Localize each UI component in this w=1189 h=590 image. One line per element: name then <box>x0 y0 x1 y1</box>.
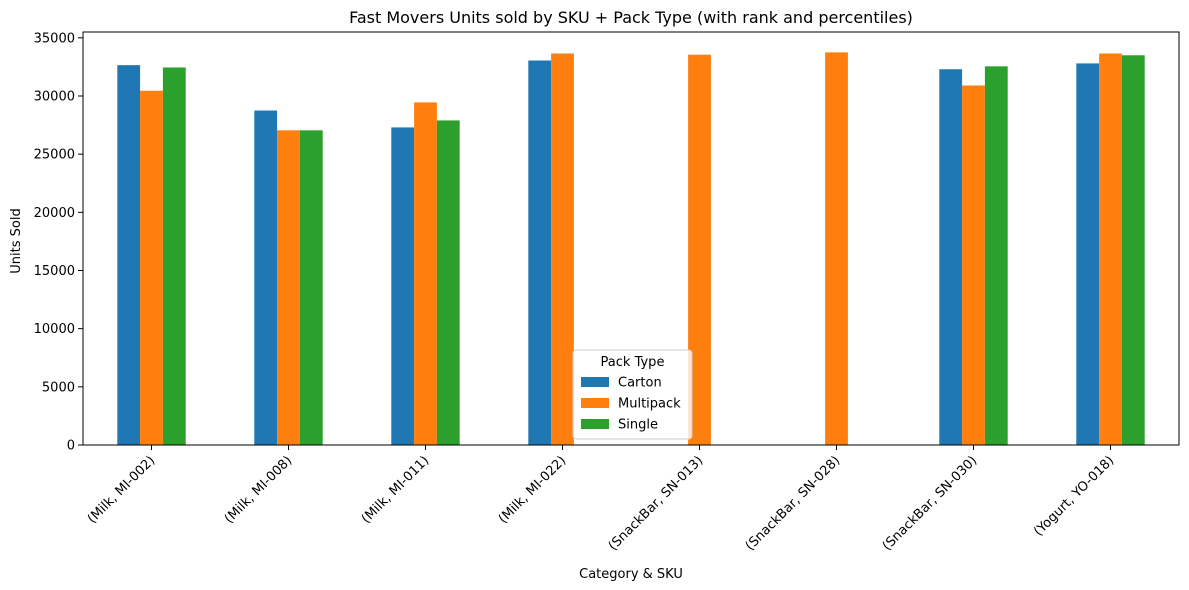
bar-multipack-4 <box>688 54 711 445</box>
bar-carton-2 <box>391 127 415 446</box>
legend-title: Pack Type <box>601 355 665 370</box>
x-tick-label: (SnackBar, SN-013) <box>606 453 707 554</box>
x-tick-label: (Milk, MI-008) <box>222 453 295 526</box>
bar-carton-0 <box>117 65 141 445</box>
y-tick-label: 20000 <box>34 206 75 221</box>
x-tick-label: (SnackBar, SN-030) <box>880 453 981 554</box>
bar-carton-1 <box>254 110 278 445</box>
y-tick-label: 5000 <box>42 380 75 395</box>
bar-carton-6 <box>939 69 963 445</box>
bar-multipack-6 <box>962 85 985 446</box>
y-axis-ticks: 0 5000 10000 15000 20000 25000 30000 35000 <box>34 31 83 454</box>
x-tick-label: (Yogurt, YO-018) <box>1031 453 1117 539</box>
x-tick-label: (Milk, MI-011) <box>359 453 432 526</box>
bar-single-7 <box>1121 55 1145 446</box>
bar-multipack-1 <box>277 130 300 445</box>
y-tick-label: 35000 <box>34 31 75 46</box>
bar-single-1 <box>299 130 323 445</box>
x-axis-ticks: (Milk, MI-002) (Milk, MI-008) (Milk, MI-01… <box>85 445 1117 554</box>
legend-label-carton: Carton <box>618 376 662 391</box>
plot-area-frame <box>82 31 1180 446</box>
y-tick-label: 30000 <box>34 89 75 104</box>
bar-carton-3 <box>528 60 552 445</box>
legend-swatch-multipack <box>581 398 609 408</box>
y-tick-label: 15000 <box>34 264 75 279</box>
bar-multipack-0 <box>140 90 163 445</box>
bars-group <box>117 52 1145 446</box>
bar-single-2 <box>436 120 460 446</box>
x-axis-label: Category & SKU <box>579 567 683 582</box>
legend: Pack Type Carton Multipack Single <box>572 349 693 440</box>
legend-swatch-carton <box>581 377 609 387</box>
bar-single-6 <box>984 66 1008 445</box>
bar-multipack-5 <box>825 52 848 446</box>
legend-label-multipack: Multipack <box>618 397 681 412</box>
bar-single-0 <box>162 67 186 445</box>
bar-multipack-3 <box>551 53 574 446</box>
bar-multipack-2 <box>414 102 437 445</box>
y-tick-label: 10000 <box>34 322 75 337</box>
x-tick-label: (Milk, MI-002) <box>85 453 158 526</box>
legend-box <box>572 349 693 440</box>
chart-title: Fast Movers Units sold by SKU + Pack Typ… <box>349 8 913 27</box>
bar-multipack-7 <box>1099 53 1122 446</box>
y-axis-label: Units Sold <box>9 208 24 273</box>
x-tick-label: (SnackBar, SN-028) <box>743 453 844 554</box>
bar-carton-7 <box>1076 63 1100 445</box>
legend-label-single: Single <box>618 418 658 433</box>
x-tick-label: (Milk, MI-022) <box>496 453 569 526</box>
y-tick-label: 25000 <box>34 148 75 163</box>
y-tick-label: 0 <box>67 439 75 454</box>
legend-swatch-single <box>581 419 609 429</box>
